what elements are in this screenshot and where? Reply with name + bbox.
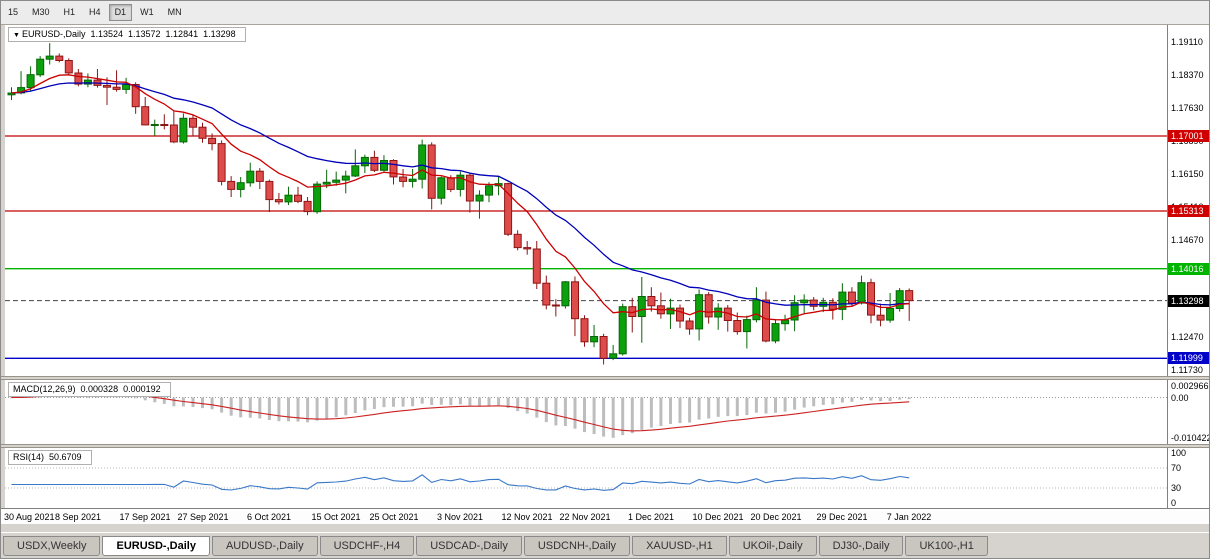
macd-title: MACD(12,26,9) (13, 384, 76, 394)
time-axis-label: 8 Sep 2021 (54, 512, 102, 522)
macd-info-box: MACD(12,26,9) 0.000328 0.000192 (8, 382, 171, 397)
chart-tab-usdcad-daily[interactable]: USDCAD-,Daily (416, 536, 522, 556)
chart-tab-ukoil-daily[interactable]: UKOil-,Daily (728, 536, 817, 556)
rsi-axis-label: 30 (1171, 483, 1182, 493)
ohlc-open: 1.13524 (90, 29, 123, 39)
macd-signal-value: 0.000192 (123, 384, 161, 394)
chart-tab-dj30-daily[interactable]: DJ30-,Daily (818, 536, 904, 556)
time-axis-label: 27 Sep 2021 (177, 512, 229, 522)
current-price-badge: 1.13298 (1168, 295, 1209, 307)
price-axis: 1.191101.183701.176301.168901.161501.154… (1167, 25, 1210, 508)
timeframe-button-15[interactable]: 15 (2, 4, 25, 21)
time-axis-label: 29 Dec 2021 (816, 512, 868, 522)
time-axis-label: 30 Aug 2021 (4, 512, 55, 522)
panel-splitter[interactable] (1, 444, 1209, 448)
macd-indicator-panel[interactable]: MACD(12,26,9) 0.000328 0.000192 (5, 380, 1167, 444)
time-axis-label: 22 Nov 2021 (559, 512, 611, 522)
chart-tab-uk100-h1[interactable]: UK100-,H1 (905, 536, 988, 556)
hline-price-badge: 1.14016 (1168, 263, 1209, 275)
macd-axis-label: 0.00 (1171, 393, 1189, 403)
hline-price-badge: 1.17001 (1168, 130, 1209, 142)
rsi-title: RSI(14) (13, 452, 45, 462)
rsi-axis-label: 100 (1171, 448, 1187, 458)
chart-tab-audusd-daily[interactable]: AUDUSD-,Daily (211, 536, 318, 556)
chart-tab-usdx-weekly[interactable]: USDX,Weekly (3, 536, 101, 556)
main-chart-canvas[interactable] (5, 25, 1167, 376)
panel-splitter[interactable] (1, 376, 1209, 380)
chart-tab-xauusd-h1[interactable]: XAUUSD-,H1 (632, 536, 727, 556)
macd-canvas[interactable] (5, 380, 1167, 444)
chart-tab-bar: USDX,Weekly EURUSD-,Daily AUDUSD-,Daily USD… (1, 532, 1209, 558)
price-axis-tick: 1.18370 (1171, 70, 1204, 80)
time-axis-label: 20 Dec 2021 (750, 512, 802, 522)
ohlc-high: 1.13572 (128, 29, 161, 39)
price-axis-tick: 1.12470 (1171, 332, 1204, 342)
chart-tab-eurusd-daily[interactable]: EURUSD-,Daily (102, 536, 210, 556)
rsi-indicator-panel[interactable]: RSI(14) 50.6709 (5, 448, 1167, 508)
timeframe-button-m30[interactable]: M30 (26, 4, 56, 21)
timeframe-button-mn[interactable]: MN (161, 4, 188, 21)
price-axis-tick: 1.19110 (1171, 37, 1203, 47)
symbol-info-box: ▼ EURUSD-,Daily 1.13524 1.13572 1.12841 1.132… (8, 27, 246, 42)
symbol-title: EURUSD-,Daily (21, 29, 86, 39)
chart-tab-usdchf-h4[interactable]: USDCHF-,H4 (319, 536, 415, 556)
status-strip (1, 524, 1209, 532)
price-axis-tick: 1.16150 (1171, 169, 1204, 179)
hline-price-badge: 1.15313 (1168, 205, 1209, 217)
time-axis-label: 15 Oct 2021 (311, 512, 361, 522)
rsi-info-box: RSI(14) 50.6709 (8, 450, 92, 465)
price-axis-tick: 1.14670 (1171, 235, 1204, 245)
time-axis-label: 12 Nov 2021 (501, 512, 553, 522)
timeframe-button-h1[interactable]: H1 (57, 4, 82, 21)
chart-dropdown-icon[interactable]: ▼ (13, 32, 20, 39)
rsi-axis-label: 70 (1171, 463, 1182, 473)
macd-axis-label: 0.002966 (1171, 381, 1209, 391)
time-axis-label: 7 Jan 2022 (886, 512, 932, 522)
time-axis-label: 17 Sep 2021 (119, 512, 171, 522)
price-axis-tick: 1.17630 (1171, 103, 1204, 113)
time-axis-label: 3 Nov 2021 (436, 512, 484, 522)
chart-tab-usdcnh-daily[interactable]: USDCNH-,Daily (523, 536, 631, 556)
main-chart-panel[interactable]: ▼ EURUSD-,Daily 1.13524 1.13572 1.12841 1.132… (5, 25, 1167, 376)
ohlc-close: 1.13298 (203, 29, 236, 39)
timeframe-toolbar: 15 M30 H1 H4 D1 W1 MN (1, 1, 1209, 25)
time-axis: 30 Aug 2021 8 Sep 2021 17 Sep 2021 27 Sep 2… (1, 508, 1209, 524)
hline-price-badge: 1.11999 (1168, 352, 1209, 364)
rsi-canvas[interactable] (5, 448, 1167, 508)
rsi-axis-label: 0 (1171, 498, 1177, 508)
time-axis-label: 1 Dec 2021 (627, 512, 675, 522)
time-axis-label: 6 Oct 2021 (246, 512, 292, 522)
timeframe-button-h4[interactable]: H4 (83, 4, 107, 21)
timeframe-button-w1[interactable]: W1 (134, 4, 160, 21)
timeframe-button-d1[interactable]: D1 (108, 4, 133, 21)
time-axis-label: 10 Dec 2021 (692, 512, 744, 522)
rsi-value: 50.6709 (49, 452, 82, 462)
ohlc-low: 1.12841 (165, 29, 199, 39)
macd-main-value: 0.000328 (80, 384, 119, 394)
macd-axis-label: -0.010422 (1171, 433, 1210, 443)
price-axis-tick: 1.11730 (1171, 365, 1203, 375)
time-axis-label: 25 Oct 2021 (369, 512, 419, 522)
